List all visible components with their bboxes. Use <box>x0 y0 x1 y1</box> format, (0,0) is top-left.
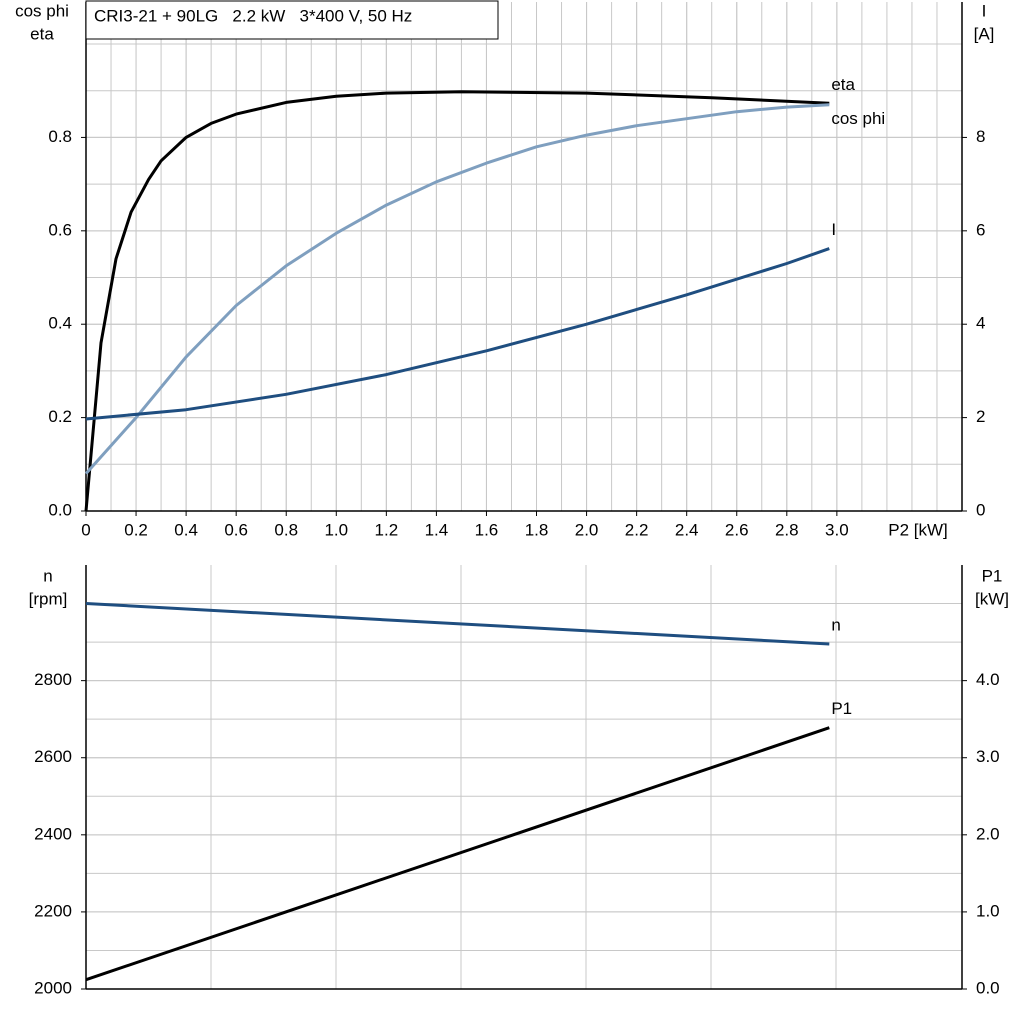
series-line <box>85 602 830 646</box>
x-tick-label: 0.8 <box>274 520 298 539</box>
x-tick-label: 0.6 <box>224 520 248 539</box>
x-tick-label: 2.4 <box>675 520 699 539</box>
y2-tick-label: 1.0 <box>976 901 1000 920</box>
title-box <box>85 0 499 40</box>
y2-tick-label: 4.0 <box>976 670 1000 689</box>
y-tick-label: 0.4 <box>48 314 72 333</box>
chart-title: CRI3-21 + 90LG 2.2 kW 3*400 V, 50 Hz <box>94 6 412 25</box>
y2-tick-label: 3.0 <box>976 747 1000 766</box>
series-label: cos phi <box>831 109 885 128</box>
x-tick-label: 2.6 <box>725 520 749 539</box>
series-line <box>84 90 830 512</box>
y2-tick-label: 0 <box>976 500 985 519</box>
y-tick-label: 2600 <box>34 747 72 766</box>
y-axis-label: n <box>43 566 52 585</box>
series-label: eta <box>831 75 855 94</box>
x-tick-label: 0.2 <box>124 520 148 539</box>
y2-tick-label: 2.0 <box>976 824 1000 843</box>
x-tick-label: 0.4 <box>174 520 198 539</box>
y2-axis-label: I <box>982 1 987 20</box>
series-label: n <box>831 616 840 635</box>
y-tick-label: 0.0 <box>48 500 72 519</box>
y2-tick-label: 8 <box>976 127 985 146</box>
x-tick-label: 0 <box>81 520 90 539</box>
x-tick-label: 1.4 <box>425 520 449 539</box>
y2-tick-label: 6 <box>976 220 985 239</box>
x-tick-label: 1.0 <box>324 520 348 539</box>
y2-tick-label: 4 <box>976 314 985 333</box>
series-line <box>85 726 830 982</box>
y2-axis-label: [kW] <box>975 589 1009 608</box>
y2-tick-label: 0.0 <box>976 978 1000 997</box>
series-label: I <box>831 220 836 239</box>
y-axis-label: cos phi <box>15 1 69 20</box>
series-line <box>84 103 830 475</box>
x-tick-label: 2.0 <box>575 520 599 539</box>
y-tick-label: 0.8 <box>48 127 72 146</box>
x-tick-label: 3.0 <box>825 520 849 539</box>
x-tick-label: 1.6 <box>475 520 499 539</box>
series-label: P1 <box>831 699 852 718</box>
y-tick-label: 0.6 <box>48 220 72 239</box>
series-line <box>85 247 830 421</box>
y-tick-label: 2000 <box>34 978 72 997</box>
y-axis-label: eta <box>30 24 54 43</box>
y-tick-label: 0.2 <box>48 407 72 426</box>
x-tick-label: 1.8 <box>525 520 549 539</box>
x-tick-label: 2.2 <box>625 520 649 539</box>
x-axis-label: P2 [kW] <box>888 520 948 539</box>
y2-axis-label: P1 <box>982 566 1003 585</box>
y2-axis-label: [A] <box>974 24 995 43</box>
y-tick-label: 2200 <box>34 901 72 920</box>
y-tick-label: 2800 <box>34 670 72 689</box>
x-tick-label: 1.2 <box>375 520 399 539</box>
y-tick-label: 2400 <box>34 824 72 843</box>
y2-tick-label: 2 <box>976 407 985 426</box>
x-tick-label: 2.8 <box>775 520 799 539</box>
y-axis-label: [rpm] <box>29 589 68 608</box>
